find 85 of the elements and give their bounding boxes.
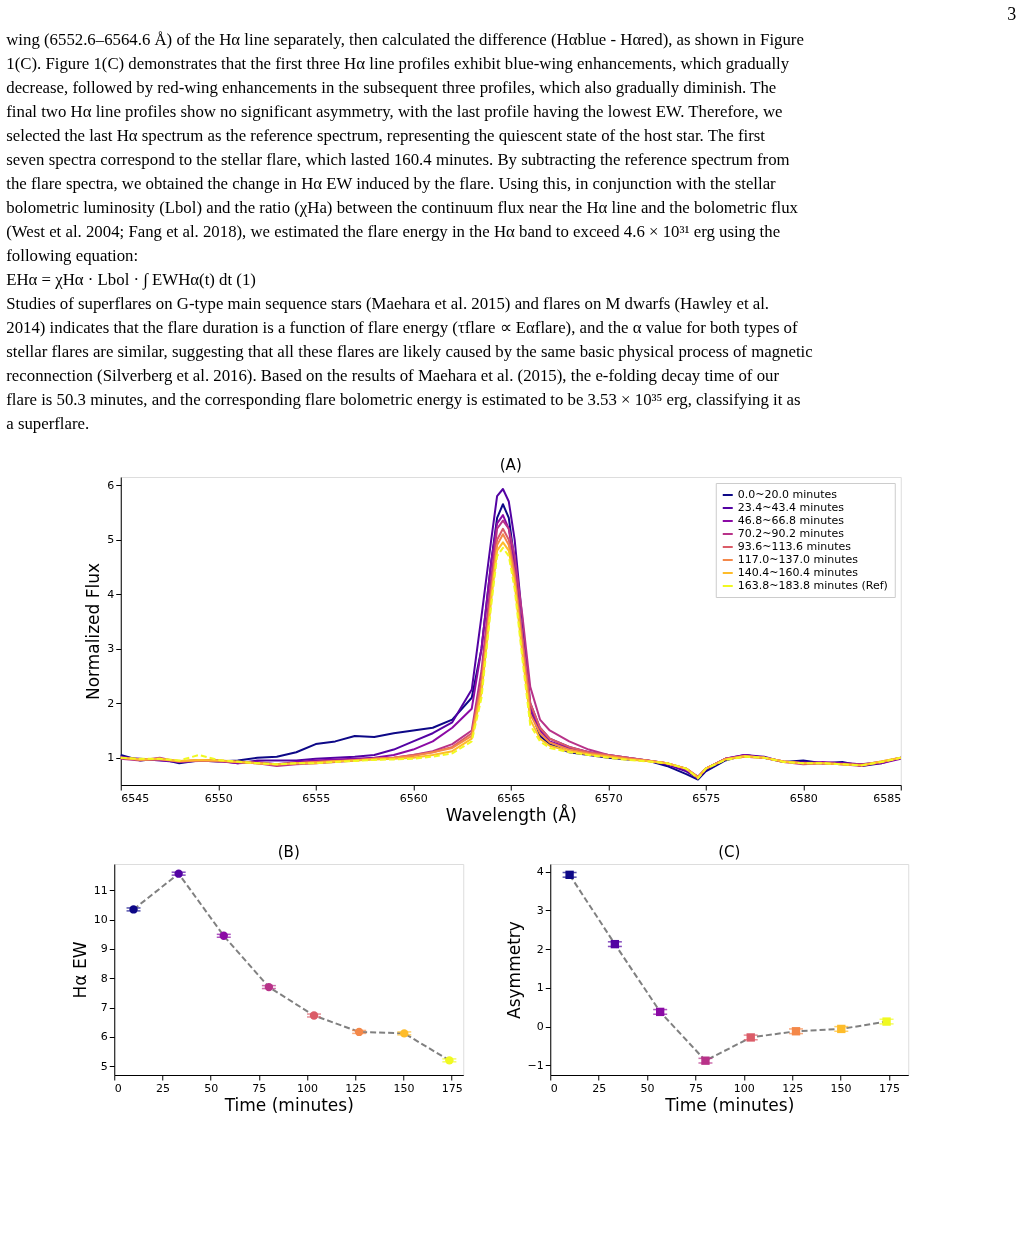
y-tick-label: 6 [107,478,115,492]
legend-label: 70.2~90.2 minutes [737,527,845,540]
x-axis-title: Wavelength (Å) [445,803,577,825]
text: the flare spectra, we obtained the change in Hα EW induced by the flare. Using this, in conjunction with the stellar [6,174,777,193]
text: 1(C). Figure 1(C) demonstrates that the first three Hα line profiles exhibit blue-wing enhancements, which gradually [6,54,790,73]
y-tick-label: 1 [107,751,115,765]
x-tick-label: 100 [297,1081,319,1095]
text: Studies of superflares on G-type main sequence stars (Maehara et al. 2015) and flares on M dwarfs (Hawley et al. [6,294,770,313]
y-axis-title: Hα EW [69,941,90,999]
text: stellar flares are similar, suggesting that all these flares are likely caused by the same basic physical process of magnetic [6,342,813,361]
text: bolometric luminosity (Lbol) and the ratio (χHa) between the continuum flux near the Hα line and the bolometric flux [6,198,799,217]
y-axis-title: Normalized Flux [83,562,104,701]
y-tick-label: 6 [100,1030,108,1044]
x-tick-label: 50 [204,1081,219,1095]
y-tick-label: 8 [100,971,108,985]
x-tick-label: 6560 [399,791,428,805]
x-tick-label: 25 [592,1081,607,1095]
point [746,1033,755,1042]
x-tick-label: 75 [252,1081,267,1095]
legend-label: 117.0~137.0 minutes [737,553,859,566]
x-tick-label: 6545 [121,791,150,805]
text: EHα = χHα · Lbol · ∫ EWHα(t) dt (1) [6,270,256,290]
y-axis-title: Asymmetry [503,921,524,1019]
x-tick-label: 75 [688,1081,703,1095]
point [791,1027,801,1036]
y-tick-label: 5 [100,1059,108,1073]
x-tick-label: 6565 [497,791,526,805]
x-tick-label: 175 [878,1081,900,1095]
x-tick-label: 6555 [302,791,331,805]
text: flare is 50.3 minutes, and the corresponding flare bolometric energy is estimated to be 3.53 × 10³⁵ erg, classifying it as [6,390,801,409]
legend-label: 93.6~113.6 minutes [737,540,852,553]
text: (West et al. 2004; Fang et al. 2018), we estimated the flare energy in the Hα band to exceed 4.6 × 10³¹ erg using the [6,222,781,241]
chart-title: (B) [277,843,300,861]
x-axis-title: Time (minutes) [223,1094,354,1115]
y-tick-label: 11 [93,883,108,897]
text: wing (6552.6–6564.6 Å) of the Hα line separately, then calculated the difference (Hαblue - Hαred), as shown in Figure [6,30,804,49]
x-tick-label: 125 [345,1081,367,1095]
x-tick-label: 6580 [789,791,818,805]
legend-label: 163.8~183.8 minutes (Ref) [737,579,888,592]
legend-label: 46.8~66.8 minutes [737,514,845,527]
x-tick-label: 175 [441,1081,463,1095]
y-tick-label: 7 [100,1001,108,1015]
text: following equation: [6,246,139,265]
text: a superflare. [6,414,90,433]
x-axis-title: Time (minutes) [664,1094,795,1115]
point [309,1011,319,1020]
y-tick-label: 2 [536,942,544,956]
y-tick-label: 0 [536,1020,544,1034]
y-tick-label: 3 [536,903,544,917]
x-tick-label: 150 [393,1081,415,1095]
x-tick-label: 6585 [873,791,902,805]
text: final two Hα line profiles show no significant asymmetry, with the last profile having the lowest EW. Therefore, we [6,102,783,121]
legend-label: 140.4~160.4 minutes [737,566,859,579]
legend-label: 0.0~20.0 minutes [737,488,838,501]
text: 3 [1007,4,1017,24]
chart-title: (A) [499,456,522,474]
x-tick-label: 150 [830,1081,852,1095]
y-tick-label: 1 [536,981,544,995]
point [400,1029,409,1038]
legend-label: 23.4~43.4 minutes [737,501,845,514]
point [655,1007,665,1017]
x-tick-label: 0 [550,1081,558,1095]
point [264,982,274,992]
y-tick-label: 4 [107,587,115,601]
text: 2014) indicates that the flare duration is a function of flare energy (τflare ∝ Eαflare), and the α value for both types of [6,318,799,337]
x-tick-label: 100 [733,1081,755,1095]
x-tick-label: 6550 [204,791,233,805]
text: selected the last Hα spectrum as the reference spectrum, representing the quiescent state of the host star. The first [6,126,766,145]
text: seven spectra correspond to the stellar flare, which lasted 160.4 minutes. By subtracting the reference spectrum from [6,150,790,169]
x-tick-label: 25 [155,1081,170,1095]
x-tick-label: 6570 [594,791,623,805]
x-tick-label: 50 [640,1081,655,1095]
text: decrease, followed by red-wing enhancements in the subsequent three profiles, which also gradually diminish. The [6,78,777,97]
chart-title: (C) [718,843,741,861]
y-tick-label: −1 [527,1058,544,1072]
x-tick-label: 6575 [692,791,721,805]
y-tick-label: 9 [100,942,108,956]
y-tick-label: 4 [536,865,544,879]
y-tick-label: 2 [107,696,115,710]
y-tick-label: 5 [107,533,115,547]
x-tick-label: 125 [782,1081,804,1095]
y-tick-label: 3 [107,642,115,656]
point [219,931,228,940]
y-tick-label: 10 [93,913,108,927]
text: reconnection (Silverberg et al. 2016). Based on the results of Maehara et al. (2015), the e-folding decay time of our [6,366,780,385]
